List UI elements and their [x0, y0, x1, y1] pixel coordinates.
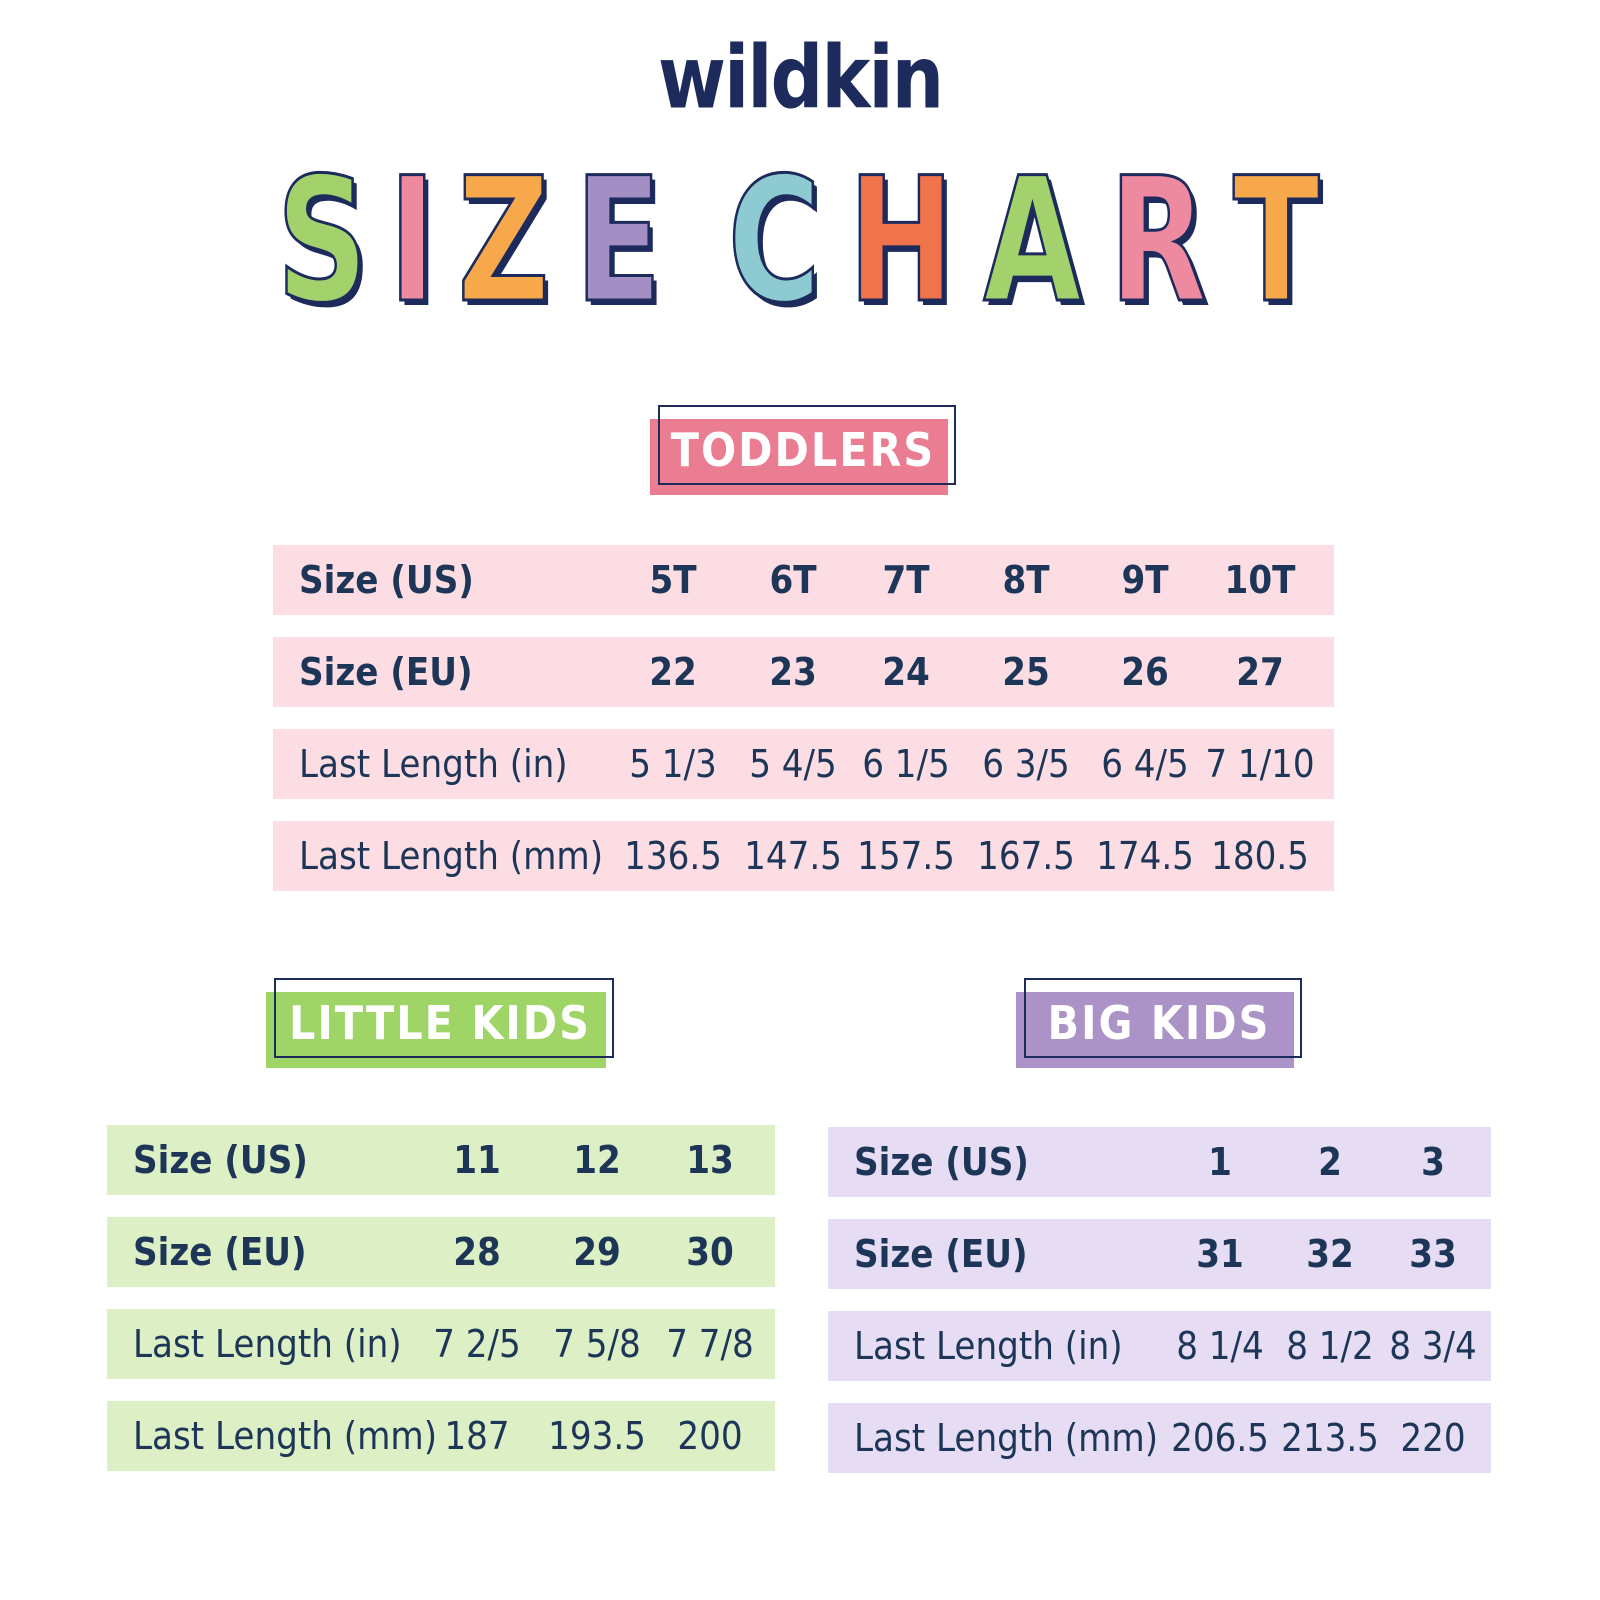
table-cell: 7 7/8: [666, 1322, 754, 1366]
wildkin-logo: wildkin: [657, 28, 944, 129]
table-cell: 12: [573, 1138, 621, 1182]
toddlers-label-fill: [650, 419, 948, 495]
table-cell: 33: [1409, 1232, 1457, 1276]
row-header: Size (EU): [299, 650, 473, 694]
table-cell: 11: [453, 1138, 501, 1182]
row-header: Size (EU): [854, 1232, 1028, 1276]
table-cell: 220: [1400, 1416, 1466, 1460]
table-cell: 6 4/5: [1101, 742, 1189, 786]
table-cell: 180.5: [1211, 834, 1309, 878]
row-header: Size (EU): [133, 1230, 307, 1274]
table-row: Size (EU) 22 23 24 25 26 27: [273, 637, 1334, 707]
table-row: Last Length (in) 8 1/4 8 1/2 8 3/4: [828, 1311, 1491, 1381]
title-letter: E: [574, 140, 667, 341]
table-cell: 5 4/5: [749, 742, 837, 786]
title-letter: R: [1108, 140, 1212, 341]
table-cell: 167.5: [977, 834, 1075, 878]
row-header: Last Length (in): [133, 1322, 402, 1366]
big-kids-label-fill: [1016, 992, 1294, 1068]
table-cell: 25: [1002, 650, 1050, 694]
little-kids-label-frame: [274, 978, 614, 1058]
table-cell: 30: [686, 1230, 734, 1274]
title-letter: T: [1232, 140, 1325, 341]
table-cell: 187: [444, 1414, 510, 1458]
table-row: Size (US) 11 12 13: [107, 1125, 775, 1195]
table-cell: 31: [1196, 1232, 1244, 1276]
table-cell: 8T: [1002, 558, 1050, 602]
table-cell: 157.5: [857, 834, 955, 878]
row-header: Last Length (mm): [133, 1414, 438, 1458]
table-cell: 136.5: [624, 834, 722, 878]
table-cell: 7 1/10: [1205, 742, 1315, 786]
table-cell: 10T: [1224, 558, 1296, 602]
little-kids-label-fill: [266, 992, 606, 1068]
little-kids-label: LITTLE KIDS: [266, 978, 614, 1068]
table-cell: 7 5/8: [553, 1322, 641, 1366]
row-header: Size (US): [854, 1140, 1029, 1184]
table-cell: 206.5: [1171, 1416, 1269, 1460]
table-cell: 13: [686, 1138, 734, 1182]
toddlers-label: TODDLERS: [650, 405, 956, 495]
row-header: Last Length (mm): [854, 1416, 1159, 1460]
table-row: Last Length (in) 5 1/3 5 4/5 6 1/5 6 3/5 6 4/…: [273, 729, 1334, 799]
table-cell: 32: [1306, 1232, 1354, 1276]
table-cell: 6T: [769, 558, 817, 602]
row-header: Size (US): [299, 558, 474, 602]
table-cell: 8 1/4: [1176, 1324, 1264, 1368]
little-kids-label-text: LITTLE KIDS: [289, 996, 591, 1050]
big-kids-label-text: BIG KIDS: [1047, 996, 1271, 1050]
big-kids-label-frame: [1024, 978, 1302, 1058]
title-letter: C: [726, 140, 826, 341]
row-header: Last Length (in): [299, 742, 568, 786]
table-cell: 9T: [1121, 558, 1169, 602]
table-cell: 200: [677, 1414, 743, 1458]
table-cell: 147.5: [744, 834, 842, 878]
table-cell: 174.5: [1096, 834, 1194, 878]
toddlers-label-text: TODDLERS: [670, 423, 936, 477]
table-row: Size (US) 1 2 3: [828, 1127, 1491, 1197]
toddlers-label-frame: [658, 405, 956, 485]
row-header: Last Length (mm): [299, 834, 604, 878]
table-cell: 2: [1318, 1140, 1342, 1184]
table-cell: 7 2/5: [433, 1322, 521, 1366]
table-cell: 8 3/4: [1389, 1324, 1477, 1368]
table-row: Size (US) 5T 6T 7T 8T 9T 10T: [273, 545, 1334, 615]
table-cell: 28: [453, 1230, 501, 1274]
big-kids-table: Size (US) 1 2 3 Size (EU) 31 32 33 Last Length (…: [828, 1127, 1491, 1477]
table-cell: 5 1/3: [629, 742, 717, 786]
table-cell: 213.5: [1281, 1416, 1379, 1460]
little-kids-table: Size (US) 11 12 13 Size (EU) 28 29 30 Last Lengt…: [107, 1125, 775, 1475]
title-letter: S: [275, 140, 373, 341]
table-row: Last Length (in) 7 2/5 7 5/8 7 7/8: [107, 1309, 775, 1379]
table-cell: 27: [1236, 650, 1284, 694]
table-cell: 1: [1208, 1140, 1232, 1184]
table-cell: 24: [882, 650, 930, 694]
row-header: Last Length (in): [854, 1324, 1123, 1368]
table-cell: 3: [1421, 1140, 1445, 1184]
table-cell: 8 1/2: [1286, 1324, 1374, 1368]
table-cell: 22: [649, 650, 697, 694]
title-letter: A: [982, 140, 1087, 341]
table-row: Last Length (mm) 206.5 213.5 220: [828, 1403, 1491, 1473]
title-letter: Z: [456, 140, 555, 341]
table-row: Size (EU) 31 32 33: [828, 1219, 1491, 1289]
row-header: Size (US): [133, 1138, 308, 1182]
table-row: Last Length (mm) 136.5 147.5 157.5 167.5 174.…: [273, 821, 1334, 891]
table-row: Last Length (mm) 187 193.5 200: [107, 1401, 775, 1471]
toddlers-table: Size (US) 5T 6T 7T 8T 9T 10T Size (EU) 22 23 24 25 2…: [273, 545, 1334, 895]
table-cell: 29: [573, 1230, 621, 1274]
table-cell: 23: [769, 650, 817, 694]
big-kids-label: BIG KIDS: [1016, 978, 1302, 1068]
table-cell: 26: [1121, 650, 1169, 694]
table-cell: 193.5: [548, 1414, 646, 1458]
table-cell: 5T: [649, 558, 697, 602]
table-cell: 6 3/5: [982, 742, 1070, 786]
title-letter: I: [388, 140, 442, 341]
title-letter: H: [847, 140, 960, 341]
table-row: Size (EU) 28 29 30: [107, 1217, 775, 1287]
table-cell: 6 1/5: [862, 742, 950, 786]
table-cell: 7T: [882, 558, 930, 602]
